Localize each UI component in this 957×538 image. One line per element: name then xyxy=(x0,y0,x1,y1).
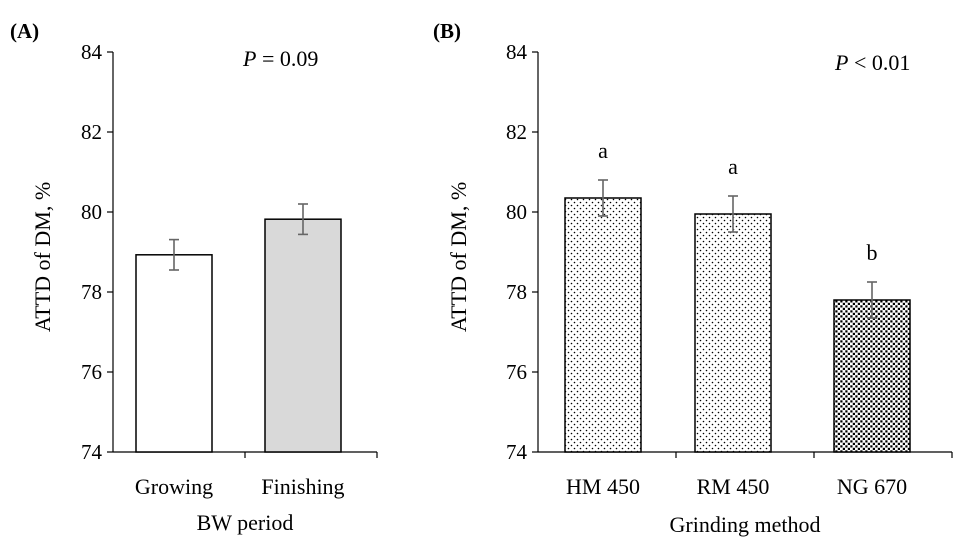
bar xyxy=(264,218,342,453)
y-tick-label: 74 xyxy=(81,440,103,464)
significance-letter: b xyxy=(867,240,878,265)
p-symbol: P xyxy=(242,46,256,71)
y-tick-label: 78 xyxy=(506,280,527,304)
bar xyxy=(135,254,213,453)
y-tick-label: 84 xyxy=(81,40,103,64)
x-tick-label: NG 670 xyxy=(837,474,907,499)
bar xyxy=(694,213,772,453)
bar xyxy=(833,299,911,453)
bar xyxy=(564,197,642,453)
x-tick-label: Finishing xyxy=(261,474,344,499)
p-value-annotation: P = 0.09 xyxy=(242,46,318,71)
y-axis-title: ATTD of DM, % xyxy=(446,182,471,332)
p-value: = 0.09 xyxy=(256,46,318,71)
x-axis-title: BW period xyxy=(197,510,294,535)
y-tick-label: 80 xyxy=(506,200,527,224)
significance-letter: a xyxy=(598,138,608,163)
panel-label: (B) xyxy=(433,19,461,43)
x-tick-label: RM 450 xyxy=(697,474,770,499)
p-value-annotation: P < 0.01 xyxy=(834,50,910,75)
y-tick-label: 78 xyxy=(81,280,102,304)
p-symbol: P xyxy=(834,50,848,75)
x-axis-title: Grinding method xyxy=(670,512,821,537)
y-tick-label: 82 xyxy=(506,120,527,144)
y-tick-label: 80 xyxy=(81,200,102,224)
panel-a: (A) 74 76 78 80 82 84 Growing Finishing BW period… xyxy=(10,19,378,535)
y-tick-label: 84 xyxy=(506,40,528,64)
x-tick-label: HM 450 xyxy=(566,474,640,499)
panel-b: (B) 74 76 78 80 82 84 HM 450 a RM 450 a NG 670 b Grin… xyxy=(433,19,953,537)
significance-letter: a xyxy=(728,154,738,179)
x-tick-label: Growing xyxy=(135,474,213,499)
y-axis-title: ATTD of DM, % xyxy=(30,182,55,332)
panel-label: (A) xyxy=(10,19,39,43)
p-value: < 0.01 xyxy=(848,50,910,75)
y-tick-label: 82 xyxy=(81,120,102,144)
y-tick-label: 76 xyxy=(506,360,527,384)
y-tick-label: 76 xyxy=(81,360,102,384)
y-tick-label: 74 xyxy=(506,440,528,464)
